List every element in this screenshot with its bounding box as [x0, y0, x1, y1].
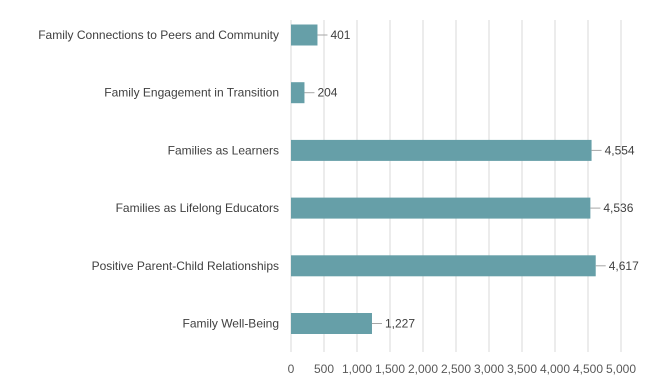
- x-tick-label: 2,000: [408, 362, 438, 376]
- data-label: 1,227: [385, 317, 415, 331]
- x-tick-label: 4,000: [540, 362, 570, 376]
- x-tick-label: 5,000: [606, 362, 636, 376]
- gridlines: [290, 20, 622, 352]
- category-label: Family Connections to Peers and Communit…: [38, 28, 279, 42]
- bars: [291, 24, 596, 334]
- bar-2: [291, 139, 592, 161]
- x-tick-label: 0: [288, 362, 295, 376]
- x-tick-label: 1,000: [342, 362, 372, 376]
- x-tick-label: 3,000: [474, 362, 504, 376]
- category-label: Family Engagement in Transition: [104, 86, 279, 100]
- x-tick-label: 3,500: [507, 362, 537, 376]
- labels: 0 500 1,000 1,500 2,000 2,500 3,000 3,500 4,000 4…: [38, 28, 639, 376]
- bar-1: [291, 82, 305, 104]
- x-tick-label: 1,500: [375, 362, 405, 376]
- category-label: Positive Parent-Child Relationships: [92, 259, 279, 273]
- data-label: 401: [330, 28, 350, 42]
- x-tick-label: 2,500: [441, 362, 471, 376]
- bar-0: [291, 24, 318, 46]
- bar-3: [291, 197, 591, 219]
- x-tick-label: 4,500: [573, 362, 603, 376]
- bar-4: [291, 255, 596, 277]
- data-label: 4,536: [603, 201, 633, 215]
- category-label: Families as Lifelong Educators: [116, 201, 279, 215]
- data-label: 4,617: [609, 259, 639, 273]
- x-tick-label: 500: [314, 362, 334, 376]
- category-label: Families as Learners: [168, 143, 279, 157]
- data-label: 4,554: [605, 143, 635, 157]
- data-label: 204: [317, 86, 337, 100]
- bar-5: [291, 313, 372, 334]
- category-label: Family Well-Being: [183, 317, 279, 331]
